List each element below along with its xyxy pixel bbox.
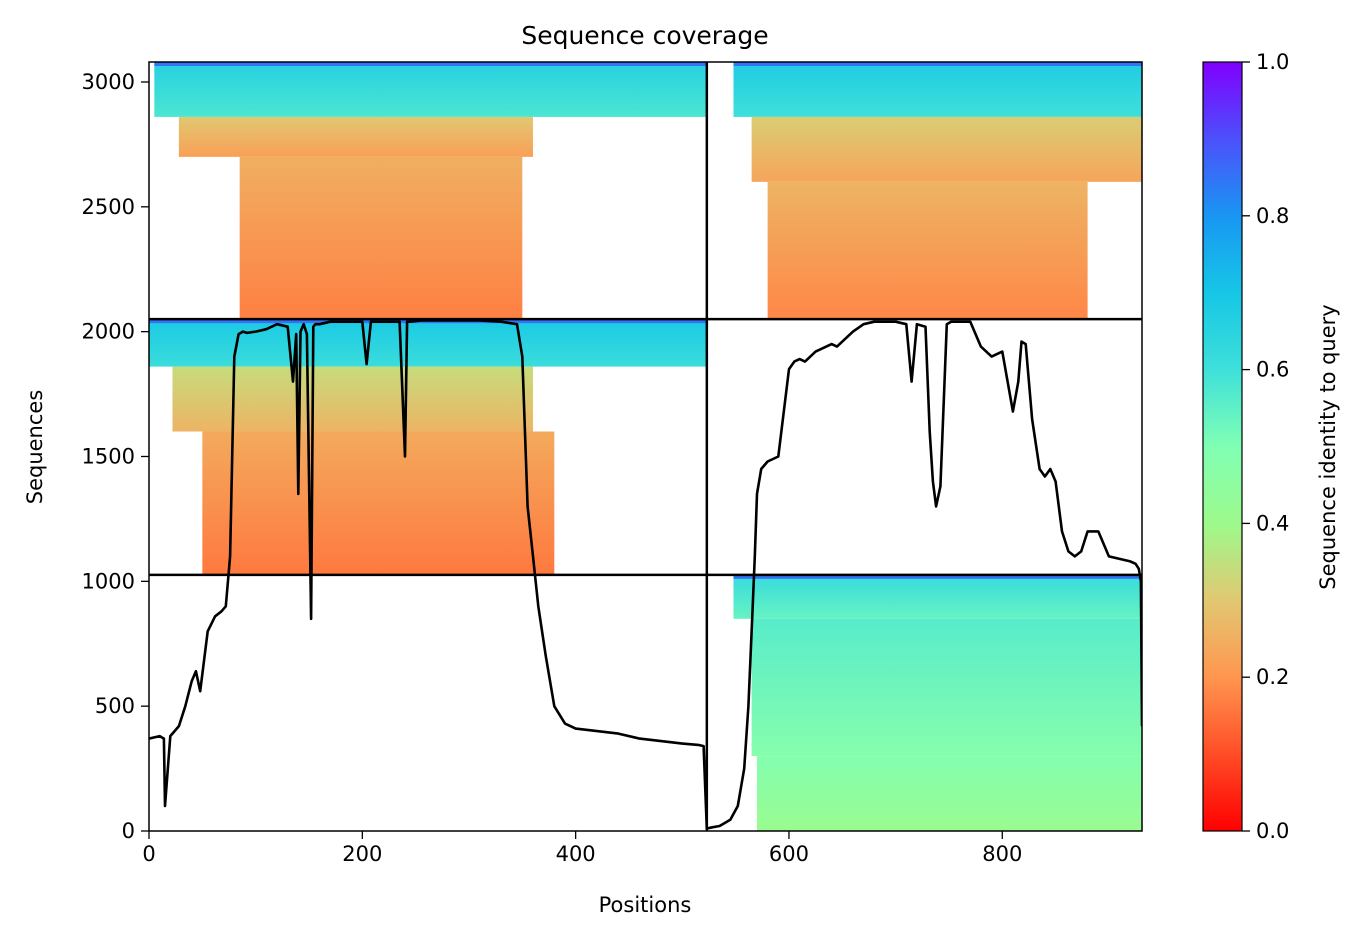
msa-query-band — [154, 62, 707, 66]
msa-query-band — [733, 574, 1142, 579]
x-axis: 0 200 400 600 800 — [142, 831, 1022, 866]
msa-band — [733, 62, 1142, 117]
msa-block — [154, 62, 707, 320]
msa-band — [178, 116, 533, 157]
x-tick-label: 0 — [142, 842, 155, 866]
msa-band — [239, 156, 523, 320]
colorbar: 0.0 0.2 0.4 0.6 0.8 1.0 Sequence identity to … — [1202, 50, 1340, 843]
msa-band — [149, 319, 707, 367]
colorbar-ticks: 0.0 0.2 0.4 0.6 0.8 1.0 — [1242, 50, 1289, 843]
chart-title: Sequence coverage — [521, 21, 768, 50]
colorbar-label: Sequence identity to query — [1316, 304, 1340, 589]
y-tick-label: 2500 — [82, 195, 135, 219]
y-tick-label: 0 — [122, 819, 135, 843]
y-axis: 0 500 1000 1500 2000 2500 3000 — [82, 70, 149, 843]
msa-blocks — [149, 62, 1142, 831]
msa-band — [202, 431, 555, 575]
msa-band — [767, 181, 1088, 320]
y-tick-label: 500 — [95, 694, 135, 718]
plot-area — [149, 62, 1142, 831]
colorbar-tick-label: 1.0 — [1256, 50, 1289, 74]
plot-frame — [148, 61, 1143, 832]
msa-band — [751, 618, 1142, 757]
colorbar-tick-label: 0.0 — [1256, 819, 1289, 843]
msa-band — [756, 756, 1142, 831]
colorbar-tick-label: 0.6 — [1256, 358, 1289, 382]
x-axis-label: Positions — [599, 893, 692, 917]
y-tick-label: 1000 — [82, 569, 135, 593]
msa-query-band — [733, 62, 1142, 66]
msa-band — [733, 574, 1142, 619]
x-tick-label: 400 — [556, 842, 596, 866]
colorbar-bar — [1202, 61, 1243, 832]
msa-block — [733, 574, 1142, 831]
msa-block — [149, 319, 707, 575]
msa-band — [172, 366, 533, 432]
msa-band — [154, 62, 707, 117]
coverage-series — [149, 319, 1142, 830]
msa-band — [751, 116, 1142, 182]
y-tick-label: 2000 — [82, 320, 135, 344]
y-axis-label: Sequences — [23, 390, 47, 505]
colorbar-tick-label: 0.2 — [1256, 665, 1289, 689]
x-tick-label: 800 — [982, 842, 1022, 866]
colorbar-tick-label: 0.4 — [1256, 511, 1289, 535]
x-tick-label: 200 — [342, 842, 382, 866]
y-tick-label: 3000 — [82, 70, 135, 94]
y-tick-label: 1500 — [82, 444, 135, 468]
colorbar-tick-label: 0.8 — [1256, 204, 1289, 228]
chain-separators — [149, 62, 1142, 831]
coverage-line — [149, 319, 1142, 830]
x-tick-label: 600 — [769, 842, 809, 866]
msa-block — [733, 62, 1142, 320]
